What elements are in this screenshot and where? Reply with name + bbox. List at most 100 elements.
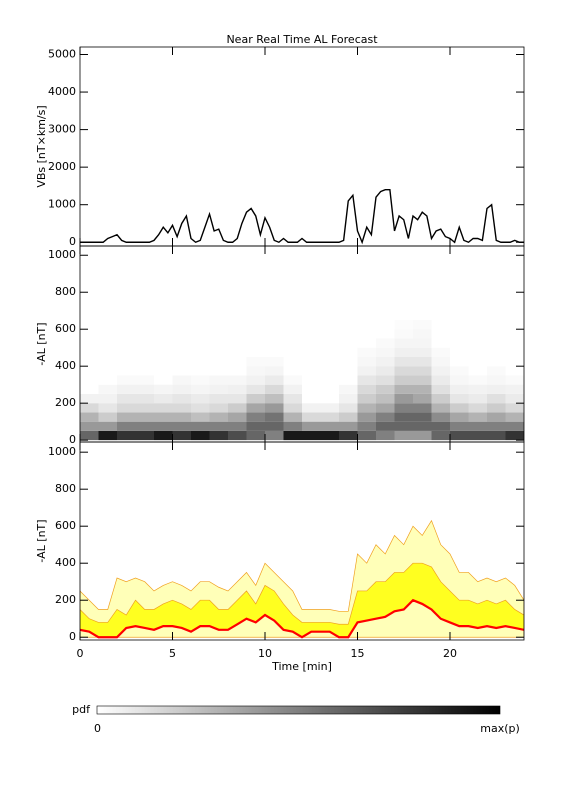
heatmap-cell bbox=[246, 329, 265, 339]
heatmap-cell bbox=[98, 329, 117, 339]
heatmap-cell bbox=[431, 375, 450, 385]
heatmap-cell bbox=[283, 384, 302, 394]
heatmap-cell bbox=[505, 403, 524, 413]
heatmap-cell bbox=[468, 319, 487, 330]
heatmap-cell bbox=[154, 356, 173, 367]
heatmap-cell bbox=[98, 384, 117, 394]
heatmap-cell bbox=[117, 375, 136, 385]
y-tick-label: 5000 bbox=[48, 48, 76, 61]
heatmap-cell bbox=[265, 430, 284, 441]
heatmap-cell bbox=[135, 366, 154, 376]
heatmap-cell bbox=[172, 393, 191, 404]
heatmap-cell bbox=[376, 347, 395, 357]
heatmap-cell bbox=[302, 403, 321, 413]
heatmap-cell bbox=[191, 375, 210, 385]
heatmap-cell bbox=[339, 403, 358, 413]
heatmap-cell bbox=[209, 319, 228, 330]
heatmap-cell bbox=[80, 403, 99, 413]
y-axis-label: -AL [nT] bbox=[35, 322, 48, 365]
heatmap-cell bbox=[487, 329, 506, 339]
heatmap-cell bbox=[468, 356, 487, 367]
heatmap-cell bbox=[172, 421, 191, 431]
heatmap-cell bbox=[505, 356, 524, 367]
heatmap-cell bbox=[320, 384, 339, 394]
heatmap-cell bbox=[431, 421, 450, 431]
heatmap-cell bbox=[320, 347, 339, 357]
heatmap-cell bbox=[487, 393, 506, 404]
heatmap-cell bbox=[228, 403, 247, 413]
heatmap-cell bbox=[246, 375, 265, 385]
heatmap-cell bbox=[98, 412, 117, 422]
heatmap-cell bbox=[431, 393, 450, 404]
y-tick-label: 400 bbox=[55, 556, 76, 569]
heatmap-cell bbox=[302, 366, 321, 376]
heatmap-cell bbox=[228, 384, 247, 394]
heatmap-cell bbox=[246, 338, 265, 348]
x-tick-label: 15 bbox=[351, 647, 365, 660]
heatmap-cell bbox=[154, 412, 173, 422]
heatmap-cell bbox=[394, 393, 413, 404]
heatmap-cell bbox=[413, 403, 432, 413]
heatmap-cell bbox=[357, 421, 376, 431]
heatmap-cell bbox=[320, 430, 339, 441]
x-tick-label: 10 bbox=[258, 647, 272, 660]
heatmap-cell bbox=[246, 403, 265, 413]
colorbar-max-label: max(p) bbox=[480, 722, 520, 735]
y-tick-label: 2000 bbox=[48, 160, 76, 173]
heatmap-cell bbox=[339, 393, 358, 404]
heatmap-cell bbox=[413, 366, 432, 376]
y-tick-label: 0 bbox=[69, 630, 76, 643]
heatmap-cell bbox=[450, 329, 469, 339]
heatmap-cell bbox=[135, 319, 154, 330]
heatmap-cell bbox=[135, 347, 154, 357]
heatmap-cell bbox=[302, 393, 321, 404]
heatmap-cell bbox=[80, 319, 99, 330]
heatmap-cell bbox=[172, 329, 191, 339]
heatmap-cell bbox=[135, 403, 154, 413]
heatmap-cell bbox=[468, 430, 487, 441]
heatmap-cell bbox=[339, 412, 358, 422]
heatmap-cell bbox=[265, 421, 284, 431]
heatmap-cell bbox=[357, 375, 376, 385]
heatmap-cell bbox=[154, 430, 173, 441]
heatmap-cell bbox=[283, 338, 302, 348]
heatmap-cell bbox=[357, 412, 376, 422]
heatmap-cell bbox=[246, 366, 265, 376]
heatmap-cell bbox=[468, 384, 487, 394]
heatmap-cell bbox=[154, 375, 173, 385]
heatmap-cell bbox=[339, 375, 358, 385]
heatmap-cell bbox=[135, 384, 154, 394]
heatmap-cell bbox=[98, 375, 117, 385]
heatmap-cell bbox=[339, 384, 358, 394]
heatmap-cell bbox=[283, 347, 302, 357]
heatmap-cell bbox=[450, 403, 469, 413]
heatmap-cell bbox=[98, 430, 117, 441]
heatmap-cell bbox=[376, 366, 395, 376]
heatmap-cell bbox=[450, 319, 469, 330]
heatmap-cell bbox=[80, 347, 99, 357]
heatmap-cell bbox=[265, 338, 284, 348]
heatmap-cell bbox=[320, 375, 339, 385]
heatmap-cell bbox=[320, 366, 339, 376]
heatmap-cell bbox=[302, 347, 321, 357]
heatmap-cell bbox=[505, 366, 524, 376]
heatmap-cell bbox=[135, 356, 154, 367]
heatmap-cell bbox=[209, 430, 228, 441]
y-tick-label: 800 bbox=[55, 285, 76, 298]
heatmap-cell bbox=[487, 412, 506, 422]
heatmap-cell bbox=[394, 356, 413, 367]
heatmap-cell bbox=[283, 421, 302, 431]
heatmap-cell bbox=[431, 384, 450, 394]
heatmap-cell bbox=[265, 329, 284, 339]
heatmap-cell bbox=[265, 393, 284, 404]
heatmap-cell bbox=[117, 421, 136, 431]
heatmap-cell bbox=[505, 338, 524, 348]
heatmap-cell bbox=[320, 329, 339, 339]
heatmap-cell bbox=[117, 347, 136, 357]
heatmap-cell bbox=[431, 356, 450, 367]
heatmap-cell bbox=[320, 338, 339, 348]
heatmap-cell bbox=[302, 356, 321, 367]
heatmap-cell bbox=[283, 393, 302, 404]
heatmap-cell bbox=[468, 403, 487, 413]
heatmap-cell bbox=[339, 430, 358, 441]
